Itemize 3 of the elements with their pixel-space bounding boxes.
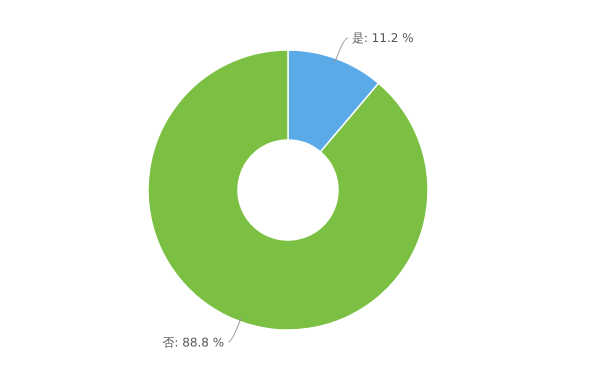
donut-slice xyxy=(147,49,429,331)
slice-label: 否: 88.8 % xyxy=(162,335,224,350)
slice-label: 是: 11.2 % xyxy=(352,31,414,46)
